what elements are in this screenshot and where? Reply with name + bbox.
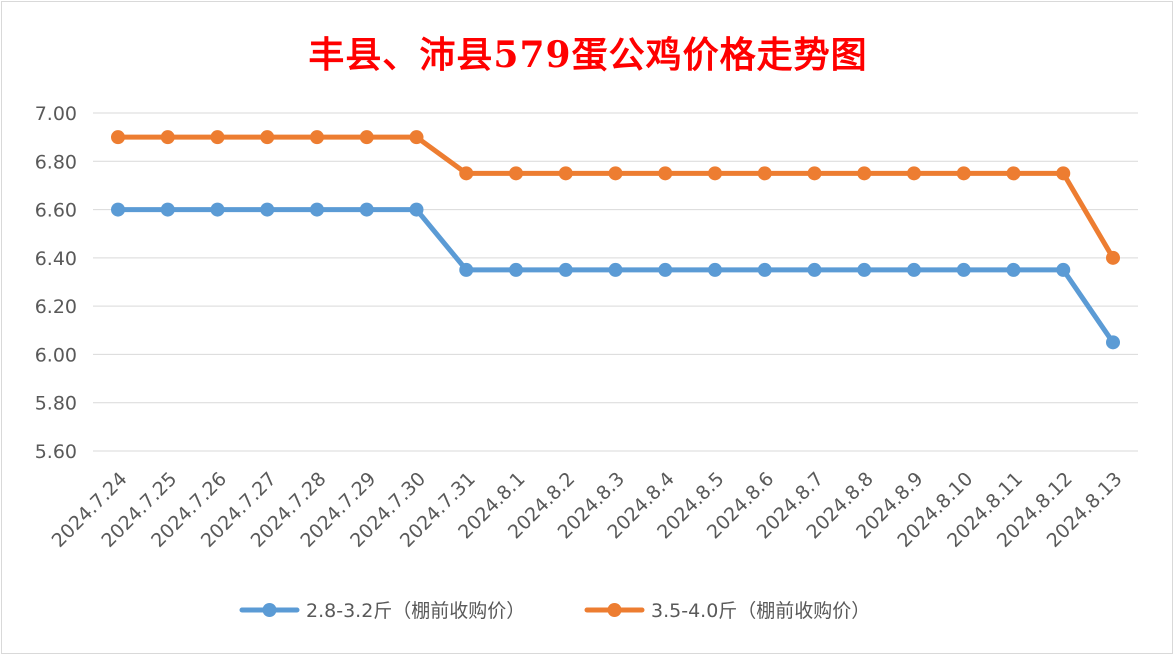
data-point xyxy=(907,166,921,181)
data-point xyxy=(658,262,673,277)
data-point xyxy=(1106,250,1120,265)
y-tick-label: 6.20 xyxy=(35,296,77,318)
data-point xyxy=(111,130,125,145)
data-point xyxy=(210,130,225,145)
data-point xyxy=(509,262,523,277)
gridlines xyxy=(93,112,1138,452)
data-point xyxy=(210,202,225,217)
data-point xyxy=(111,202,125,217)
y-tick-label: 6.00 xyxy=(35,344,77,366)
data-point xyxy=(608,262,623,277)
legend-swatch-marker xyxy=(262,603,277,617)
data-point xyxy=(1006,166,1021,181)
y-tick-label: 5.60 xyxy=(35,441,77,463)
data-point xyxy=(310,130,324,145)
series-lines xyxy=(111,130,1120,350)
data-point xyxy=(409,202,424,217)
data-point xyxy=(956,262,971,277)
data-point xyxy=(608,166,623,181)
data-point xyxy=(956,166,971,181)
y-axis-ticks: 7.00 6.80 6.60 6.40 6.20 6.00 5.80 5.60 xyxy=(35,103,77,463)
legend-label: 3.5-4.0斤（棚前收购价） xyxy=(651,600,870,622)
y-tick-label: 6.60 xyxy=(35,200,77,222)
data-point xyxy=(1106,335,1120,350)
legend: 2.8-3.2斤（棚前收购价） 3.5-4.0斤（棚前收购价） xyxy=(239,600,870,622)
chart-title: 丰县、沛县579蛋公鸡价格走势图 xyxy=(308,34,868,76)
y-tick-label: 5.80 xyxy=(35,393,77,415)
data-point xyxy=(509,166,523,181)
data-point xyxy=(558,166,573,181)
data-point xyxy=(708,262,722,277)
series-line-2 xyxy=(115,134,1116,261)
data-point xyxy=(409,130,424,145)
data-point xyxy=(658,166,673,181)
y-tick-label: 6.40 xyxy=(35,248,77,270)
data-point xyxy=(857,262,872,277)
data-point xyxy=(558,262,573,277)
data-point xyxy=(708,166,722,181)
legend-label: 2.8-3.2斤（棚前收购价） xyxy=(306,600,525,622)
data-point xyxy=(459,262,474,277)
legend-swatch-marker xyxy=(607,603,622,617)
y-tick-label: 7.00 xyxy=(35,103,77,125)
data-point xyxy=(857,166,872,181)
data-point xyxy=(310,202,324,217)
data-point xyxy=(160,202,175,217)
data-point xyxy=(1056,262,1071,277)
data-point xyxy=(260,130,275,145)
data-point xyxy=(807,262,822,277)
data-point xyxy=(807,166,822,181)
data-point xyxy=(459,166,474,181)
data-point xyxy=(260,202,275,217)
data-point xyxy=(1056,166,1071,181)
data-point xyxy=(757,166,772,181)
data-point xyxy=(160,130,175,145)
x-axis-ticks: 2024.7.242024.7.252024.7.262024.7.272024… xyxy=(48,468,1127,552)
data-point xyxy=(1006,262,1021,277)
data-point xyxy=(359,130,374,145)
data-point xyxy=(359,202,374,217)
y-tick-label: 6.80 xyxy=(35,151,77,173)
data-point xyxy=(907,262,921,277)
data-point xyxy=(757,262,772,277)
